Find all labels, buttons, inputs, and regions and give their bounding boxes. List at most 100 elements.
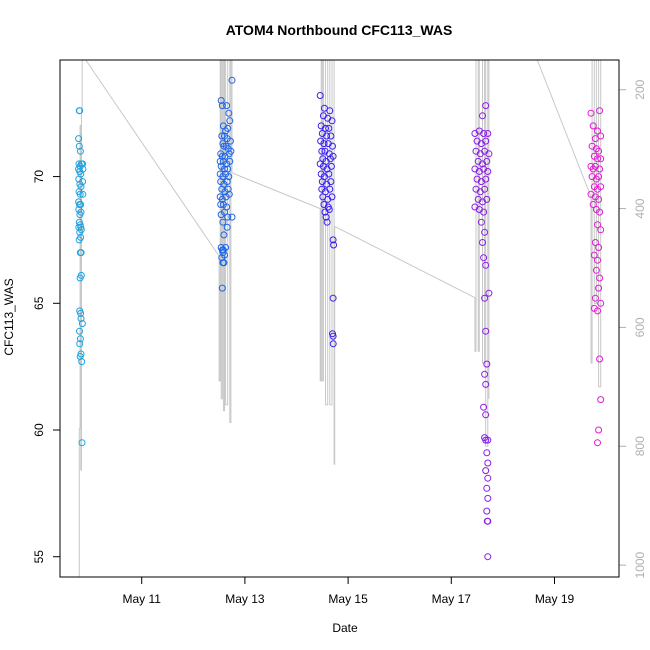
data-point bbox=[485, 289, 493, 297]
data-point bbox=[224, 124, 232, 132]
series-1 bbox=[75, 107, 87, 447]
data-point bbox=[323, 132, 331, 140]
data-point bbox=[329, 340, 337, 348]
data-point bbox=[595, 195, 603, 203]
data-point bbox=[595, 426, 603, 434]
data-point bbox=[76, 335, 84, 343]
data-point bbox=[480, 403, 488, 411]
series-4 bbox=[471, 102, 493, 561]
data-point bbox=[329, 152, 337, 160]
data-point bbox=[594, 256, 601, 264]
data-point bbox=[591, 239, 599, 246]
y-tick-label: 60 bbox=[32, 423, 46, 437]
data-point bbox=[482, 380, 490, 388]
data-point bbox=[76, 353, 84, 360]
data-point bbox=[221, 208, 228, 216]
data-point bbox=[226, 157, 234, 165]
data-point bbox=[594, 307, 601, 315]
data-point bbox=[480, 130, 488, 137]
y-tick-label: 65 bbox=[32, 296, 46, 310]
x-tick-label: May 17 bbox=[432, 592, 472, 606]
data-point bbox=[589, 122, 597, 130]
data-point bbox=[484, 459, 492, 467]
series-5 bbox=[587, 107, 605, 447]
altitude-profile-line bbox=[85, 59, 233, 423]
data-point bbox=[329, 294, 337, 302]
data-point bbox=[596, 274, 604, 282]
data-point bbox=[597, 299, 605, 307]
y-tick-label: 55 bbox=[32, 550, 46, 564]
altitude-profile-line bbox=[536, 59, 602, 388]
data-point bbox=[326, 107, 334, 115]
data-point bbox=[323, 218, 331, 226]
data-point bbox=[76, 327, 83, 335]
data-point bbox=[481, 185, 489, 193]
data-point bbox=[326, 185, 334, 193]
data-point bbox=[77, 315, 85, 322]
data-point bbox=[594, 221, 601, 229]
altitude-profile-line bbox=[231, 59, 336, 465]
y-axis-label: CFC113_WAS bbox=[2, 278, 16, 355]
altitude-profiles bbox=[78, 59, 602, 577]
data-point bbox=[217, 201, 225, 208]
data-point bbox=[594, 127, 601, 135]
data-point bbox=[482, 175, 490, 183]
data-point bbox=[597, 132, 605, 140]
data-point bbox=[596, 107, 604, 115]
data-point bbox=[218, 132, 226, 140]
data-point bbox=[482, 327, 490, 335]
data-point bbox=[79, 190, 87, 198]
data-point bbox=[226, 117, 234, 125]
data-point bbox=[480, 208, 488, 216]
data-point bbox=[589, 201, 597, 208]
series-2 bbox=[216, 76, 236, 292]
data-point bbox=[484, 130, 492, 137]
data-point bbox=[221, 165, 228, 173]
data-point bbox=[483, 360, 491, 368]
data-point bbox=[482, 261, 490, 269]
data-point bbox=[228, 213, 236, 221]
data-point bbox=[591, 294, 599, 302]
data-point bbox=[481, 370, 489, 378]
data-point bbox=[327, 178, 335, 186]
data-point bbox=[76, 228, 84, 236]
data-point bbox=[75, 236, 83, 244]
data-point bbox=[481, 294, 489, 302]
plot-frame bbox=[59, 59, 620, 578]
data-point bbox=[482, 436, 490, 444]
data-point bbox=[225, 150, 233, 158]
data-point bbox=[483, 449, 491, 457]
data-point bbox=[596, 208, 604, 216]
chart-title: ATOM4 Northbound CFC113_WAS bbox=[226, 22, 453, 38]
data-point bbox=[75, 142, 83, 150]
data-point bbox=[329, 332, 337, 340]
data-point bbox=[325, 170, 333, 178]
data-point bbox=[482, 102, 490, 110]
y-tick-label: 70 bbox=[32, 170, 46, 184]
data-point bbox=[223, 223, 231, 231]
data-point bbox=[483, 517, 491, 525]
data-point bbox=[77, 271, 85, 279]
data-point bbox=[592, 266, 600, 274]
data-point bbox=[597, 396, 605, 404]
data-point bbox=[483, 484, 491, 492]
data-point bbox=[479, 239, 486, 246]
data-point bbox=[226, 137, 234, 145]
data-point bbox=[76, 340, 84, 348]
data-point bbox=[79, 178, 87, 186]
data-point bbox=[316, 92, 324, 99]
y-axis: 55 60 65 70 bbox=[32, 170, 61, 564]
data-point bbox=[597, 183, 605, 191]
data-point bbox=[477, 218, 485, 226]
altitude-profile-line bbox=[334, 59, 490, 447]
data-point bbox=[597, 226, 605, 234]
data-point bbox=[480, 254, 488, 262]
data-point bbox=[484, 553, 492, 561]
data-point bbox=[76, 107, 84, 115]
x-tick-label: May 19 bbox=[535, 592, 575, 606]
data-point bbox=[483, 195, 491, 203]
data-point bbox=[328, 117, 336, 125]
data-point bbox=[325, 206, 333, 213]
data-point bbox=[483, 507, 491, 515]
